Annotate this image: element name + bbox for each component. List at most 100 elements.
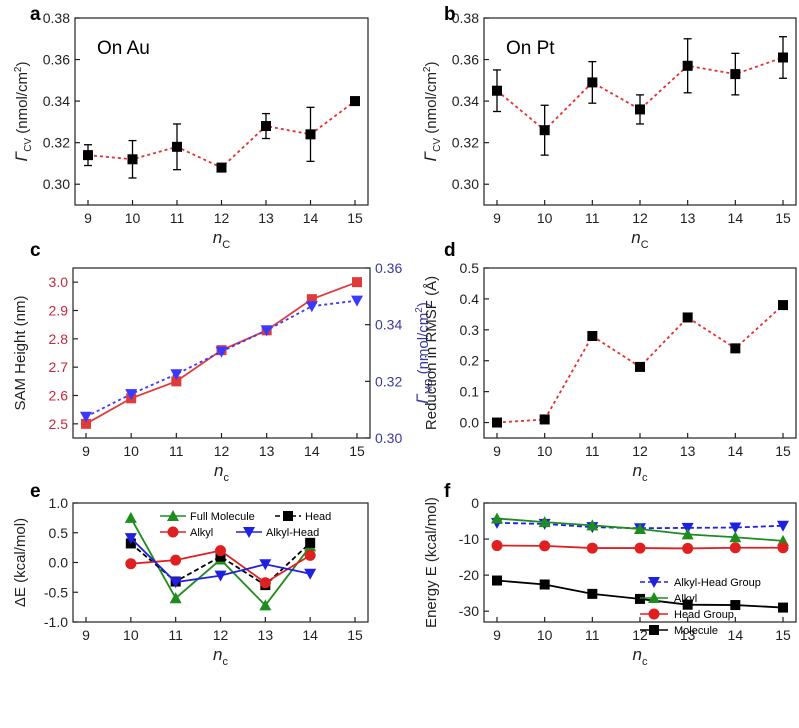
y-tick-label: 0.3 — [460, 322, 480, 338]
data-point — [305, 301, 318, 313]
data-point — [682, 312, 693, 323]
y-tick-label: 1.0 — [49, 495, 69, 511]
y2-tick-label: 0.36 — [375, 260, 402, 276]
y-tick-label: 0.36 — [452, 52, 479, 68]
x-tick-label: 12 — [632, 443, 648, 459]
x-tick-label: 10 — [537, 443, 553, 459]
x-tick-label: 9 — [82, 443, 90, 459]
data-point — [729, 522, 742, 534]
data-point — [777, 542, 789, 554]
data-point — [682, 60, 693, 71]
legend-label: Alkyl — [674, 593, 697, 605]
x-tick-label: 13 — [680, 210, 696, 226]
data-point — [777, 520, 789, 532]
panel-letter: b — [444, 4, 456, 25]
x-tick-label: 13 — [259, 443, 275, 459]
panel-letter: f — [444, 481, 451, 502]
y-tick-label: 0 — [471, 495, 479, 511]
data-point — [124, 533, 137, 545]
x-tick-label: 14 — [304, 443, 320, 459]
panel-annotation: On Pt — [506, 38, 555, 59]
y-tick-label: 2.6 — [49, 388, 69, 404]
data-point — [491, 512, 503, 524]
data-point — [170, 369, 183, 381]
x-tick-label: 10 — [537, 627, 553, 643]
panel-letter: e — [30, 481, 41, 502]
legend-marker — [648, 608, 660, 620]
data-point — [215, 545, 226, 557]
data-point — [352, 277, 362, 288]
x-tick-label: 15 — [347, 627, 363, 643]
y-tick-label: 0.30 — [452, 176, 479, 192]
series-molecule — [492, 575, 788, 613]
panel-letter: a — [30, 4, 41, 25]
y-tick-label: 0.30 — [43, 176, 70, 192]
data-point — [350, 96, 360, 107]
series-1 — [80, 295, 363, 423]
data-point — [260, 325, 273, 337]
x-tick-label: 14 — [728, 627, 744, 643]
x-tick-label: 14 — [302, 627, 318, 643]
data-point — [730, 69, 741, 80]
data-point — [635, 104, 645, 115]
legend-marker — [648, 592, 660, 603]
x-tick-label: 11 — [585, 210, 600, 226]
y-tick-label: 0.36 — [43, 52, 70, 68]
y-tick-label: 0.32 — [452, 135, 479, 151]
x-tick-label: 15 — [775, 443, 791, 459]
y-tick-label: 0.38 — [452, 10, 479, 26]
x-tick-label: 11 — [168, 627, 183, 643]
data-point — [124, 511, 137, 523]
data-point — [730, 343, 741, 354]
data-point — [729, 531, 742, 543]
series-0 — [492, 300, 788, 428]
data-point — [681, 528, 694, 540]
data-point — [351, 295, 363, 307]
data-point — [729, 542, 741, 554]
legend-label: Molecule — [674, 625, 718, 637]
data-point — [586, 542, 598, 554]
data-point — [539, 579, 550, 590]
data-point — [125, 558, 137, 570]
data-point — [587, 588, 598, 599]
data-point — [635, 593, 645, 604]
x-tick-label: 9 — [493, 210, 501, 226]
y-tick-label: -10 — [459, 531, 479, 547]
data-point — [305, 129, 316, 140]
data-point — [538, 516, 551, 528]
y2-tick-label: 0.34 — [375, 317, 402, 333]
y-tick-label: 2.8 — [49, 331, 69, 347]
panel-d: 9 10 11 12 13 14 15 0.0 0.1 0.2 0.3 0.4 0.5d nc Reduct… — [423, 240, 797, 484]
series-head-group — [491, 540, 789, 554]
x-tick-label: 11 — [170, 210, 185, 226]
y-tick-label: 2.7 — [49, 359, 69, 375]
series-0 — [83, 96, 360, 179]
legend-marker — [243, 527, 255, 538]
x-tick-label: 9 — [84, 210, 92, 226]
panel-f: 9 10 11 12 13 14 15 -30 -20 -10 0 f nc Energy E (kcal… — [423, 481, 797, 668]
data-point — [682, 542, 694, 554]
data-point — [215, 346, 228, 358]
x-axis-label: nc — [214, 461, 229, 484]
y-tick-label: 0.0 — [460, 415, 480, 431]
x-tick-label: 10 — [537, 210, 553, 226]
y-axis-label: Energy E (kcal/mol) — [423, 497, 440, 628]
panel-c: 9 10 11 12 13 14 15 2.5 2.6 2.7 2.8 2.9 3.0 0.30 0.32 0… — [12, 240, 435, 484]
data-point — [492, 575, 502, 586]
panel-letter: c — [30, 240, 41, 261]
data-point — [587, 331, 598, 341]
y-tick-label: 0.5 — [460, 260, 480, 276]
x-tick-label: 10 — [123, 627, 139, 643]
x-axis-label: nc — [213, 645, 228, 668]
panel-e: 9 10 11 12 13 14 15 -1.0 -0.5 0.0 0.5 1.0 e nc ΔE (kca… — [12, 481, 369, 668]
data-point — [83, 150, 93, 161]
x-tick-label: 12 — [214, 210, 230, 226]
data-point — [127, 154, 138, 165]
x-tick-label: 9 — [493, 627, 501, 643]
series-alkyl-head — [124, 533, 317, 589]
data-point — [261, 121, 271, 132]
y-tick-label: 0.5 — [49, 525, 69, 541]
data-point — [305, 537, 316, 548]
legend: Alkyl-Head Group Alkyl Head Group Molecule — [640, 577, 761, 637]
y-axis-label: ΓCV (nmol/cm2) — [421, 61, 443, 161]
